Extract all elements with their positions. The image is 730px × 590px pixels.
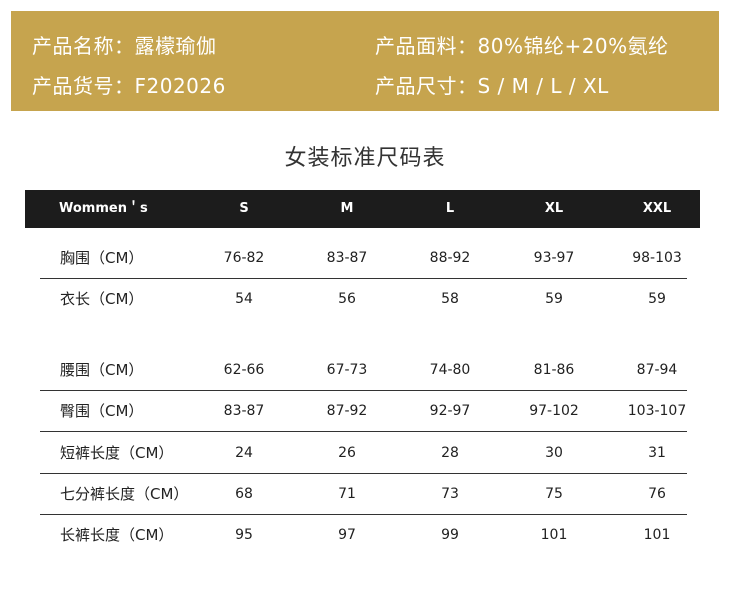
size-value: 101 (540, 527, 568, 543)
header-cell: L (445, 201, 455, 216)
size-value: 74-80 (429, 362, 471, 378)
size-value: 58 (441, 291, 459, 307)
size-value: 95 (235, 527, 253, 543)
size-value: 71 (338, 486, 356, 502)
header-cell: M (340, 201, 354, 216)
size-value: 99 (441, 527, 459, 543)
size-value: 103-107 (627, 403, 687, 419)
size-value: 56 (338, 291, 356, 307)
row-divider (40, 278, 687, 279)
product-size: 产品尺寸：S / M / L / XL (375, 70, 609, 99)
size-value: 97 (338, 527, 356, 543)
table-row: 长裤长度（CM） 95 97 99 101 101 (0, 515, 730, 555)
table-row: 七分裤长度（CM） 68 71 73 75 76 (0, 474, 730, 515)
header-cell: XL (544, 201, 564, 216)
table-row: 腰围（CM） 62-66 67-73 74-80 81-86 87-94 (0, 350, 730, 391)
size-value: 87-94 (636, 362, 678, 378)
size-value: 59 (545, 291, 563, 307)
size-value: 93-97 (533, 250, 575, 266)
size-value: 101 (643, 527, 671, 543)
size-value: 73 (441, 486, 459, 502)
table-row: 衣长（CM） 54 56 58 59 59 (0, 279, 730, 319)
size-value: 83-87 (223, 403, 265, 419)
size-value: 68 (235, 486, 253, 502)
size-value: 92-97 (429, 403, 471, 419)
row-label: 胸围（CM） (60, 249, 144, 267)
size-value: 87-92 (326, 403, 368, 419)
size-value: 26 (338, 445, 356, 461)
row-divider (40, 431, 687, 432)
size-value: 98-103 (632, 250, 682, 266)
row-label: 短裤长度（CM） (60, 444, 174, 462)
size-value: 75 (545, 486, 563, 502)
table-row: 胸围（CM） 76-82 83-87 88-92 93-97 98-103 (0, 238, 730, 279)
size-table-header: Wommen＇s S M L XL XXL (25, 190, 700, 228)
row-divider (40, 390, 687, 391)
size-value: 97-102 (529, 403, 579, 419)
size-value: 62-66 (223, 362, 265, 378)
row-label: 长裤长度（CM） (60, 526, 174, 544)
size-value: 76-82 (223, 250, 265, 266)
size-value: 31 (648, 445, 666, 461)
table-row: 短裤长度（CM） 24 26 28 30 31 (0, 433, 730, 474)
size-value: 83-87 (326, 250, 368, 266)
row-divider (40, 473, 687, 474)
size-value: 28 (441, 445, 459, 461)
size-value: 54 (235, 291, 253, 307)
table-row: 臀围（CM） 83-87 87-92 92-97 97-102 103-107 (0, 391, 730, 432)
header-cell: Wommen＇s (59, 201, 148, 216)
product-sku: 产品货号：F202026 (32, 70, 226, 99)
size-value: 76 (648, 486, 666, 502)
size-value: 30 (545, 445, 563, 461)
size-value: 88-92 (429, 250, 471, 266)
product-name: 产品名称：露檬瑜伽 (32, 30, 217, 59)
product-fabric-value: 80%锦纶+20%氨纶 (477, 34, 669, 58)
header-cell: XXL (642, 201, 672, 216)
product-name-label: 产品名称： (32, 34, 135, 58)
product-sku-label: 产品货号： (32, 74, 135, 98)
product-fabric: 产品面料：80%锦纶+20%氨纶 (375, 30, 669, 59)
product-size-label: 产品尺寸： (375, 74, 478, 98)
row-label: 臀围（CM） (60, 402, 144, 420)
product-size-value: S / M / L / XL (477, 74, 609, 98)
product-info-banner (11, 11, 719, 111)
product-sku-value: F202026 (134, 74, 226, 98)
row-label: 腰围（CM） (60, 361, 144, 379)
size-value: 81-86 (533, 362, 575, 378)
product-fabric-label: 产品面料： (375, 34, 478, 58)
size-chart-title: 女装标准尺码表 (284, 146, 446, 171)
row-divider (40, 514, 687, 515)
size-value: 59 (648, 291, 666, 307)
header-cell: S (239, 201, 249, 216)
row-label: 衣长（CM） (60, 290, 144, 308)
size-value: 24 (235, 445, 253, 461)
size-value: 67-73 (326, 362, 368, 378)
row-label: 七分裤长度（CM） (60, 485, 189, 503)
product-name-value: 露檬瑜伽 (134, 34, 217, 58)
